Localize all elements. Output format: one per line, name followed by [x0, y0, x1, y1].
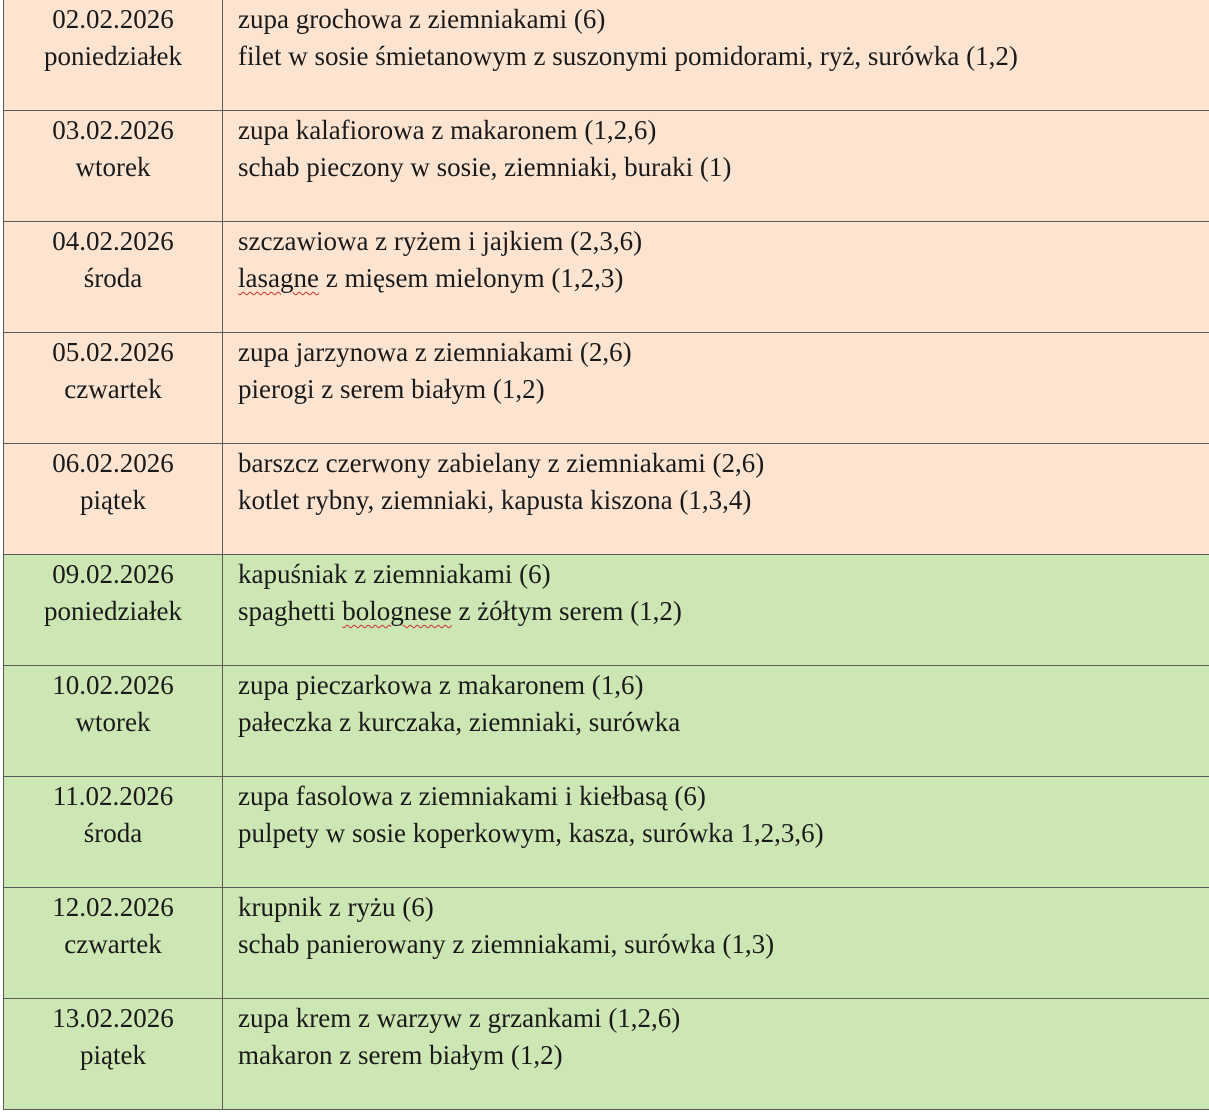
- date: 02.02.2026: [52, 4, 174, 34]
- meal-cell: zupa fasolowa z ziemniakami i kiełbasą (…: [222, 776, 1209, 888]
- menu-row: 05.02.2026 czwartek zupa jarzynowa z zie…: [3, 332, 1209, 444]
- soup: zupa krem z warzyw z grzankami (1,2,6): [238, 1003, 681, 1033]
- meal-cell: szczawiowa z ryżem i jajkiem (2,3,6) las…: [222, 221, 1209, 333]
- menu-row: 12.02.2026 czwartek krupnik z ryżu (6) s…: [3, 887, 1209, 999]
- weekday: czwartek: [64, 929, 162, 959]
- weekday: poniedziałek: [44, 41, 182, 71]
- date: 04.02.2026: [52, 226, 174, 256]
- soup: zupa kalafiorowa z makaronem (1,2,6): [238, 115, 657, 145]
- menu-row: 11.02.2026 środa zupa fasolowa z ziemnia…: [3, 776, 1209, 888]
- menu-row: 03.02.2026 wtorek zupa kalafiorowa z mak…: [3, 110, 1209, 222]
- weekday: piątek: [80, 1040, 146, 1070]
- date: 05.02.2026: [52, 337, 174, 367]
- weekday: środa: [83, 818, 143, 848]
- spellcheck-flagged-word[interactable]: bolognese: [342, 596, 452, 626]
- main-course-start: spaghetti: [238, 596, 343, 626]
- soup: krupnik z ryżu (6): [238, 892, 434, 922]
- weekday: środa: [83, 263, 143, 293]
- meal-cell: zupa jarzynowa z ziemniakami (2,6) piero…: [222, 332, 1209, 444]
- main-course: schab panierowany z ziemniakami, surówka…: [238, 929, 775, 959]
- date: 09.02.2026: [52, 559, 174, 589]
- main-course-rest: z żółtym serem (1,2): [451, 596, 682, 626]
- main-course: lasagne z mięsem mielonym (1,2,3): [238, 260, 1209, 297]
- main-course: pierogi z serem białym (1,2): [238, 374, 545, 404]
- main-course: spaghetti bolognese z żółtym serem (1,2): [238, 593, 1209, 630]
- date-cell: 05.02.2026 czwartek: [3, 332, 223, 444]
- weekday: poniedziałek: [44, 596, 182, 626]
- main-course: pulpety w sosie koperkowym, kasza, surów…: [238, 818, 824, 848]
- weekday: wtorek: [75, 707, 151, 737]
- menu-table: 02.02.2026 poniedziałek zupa grochowa z …: [3, 0, 1209, 1110]
- date-cell: 04.02.2026 środa: [3, 221, 223, 333]
- date-cell: 03.02.2026 wtorek: [3, 110, 223, 222]
- meal-cell: zupa pieczarkowa z makaronem (1,6) pałec…: [222, 665, 1209, 777]
- menu-row: 02.02.2026 poniedziałek zupa grochowa z …: [3, 0, 1209, 111]
- date-cell: 12.02.2026 czwartek: [3, 887, 223, 999]
- date-cell: 02.02.2026 poniedziałek: [3, 0, 223, 111]
- meal-cell: zupa krem z warzyw z grzankami (1,2,6) m…: [222, 998, 1209, 1110]
- date-cell: 10.02.2026 wtorek: [3, 665, 223, 777]
- menu-row: 13.02.2026 piątek zupa krem z warzyw z g…: [3, 998, 1209, 1110]
- meal-cell: krupnik z ryżu (6) schab panierowany z z…: [222, 887, 1209, 999]
- date: 11.02.2026: [52, 781, 174, 811]
- soup: zupa jarzynowa z ziemniakami (2,6): [238, 337, 632, 367]
- date: 03.02.2026: [52, 115, 174, 145]
- main-course: schab pieczony w sosie, ziemniaki, burak…: [238, 152, 732, 182]
- date-cell: 09.02.2026 poniedziałek: [3, 554, 223, 666]
- soup: kapuśniak z ziemniakami (6): [238, 559, 551, 589]
- menu-row: 10.02.2026 wtorek zupa pieczarkowa z mak…: [3, 665, 1209, 777]
- menu-row: 04.02.2026 środa szczawiowa z ryżem i ja…: [3, 221, 1209, 333]
- date-cell: 11.02.2026 środa: [3, 776, 223, 888]
- main-course: filet w sosie śmietanowym z suszonymi po…: [238, 41, 1018, 71]
- main-course-rest: z mięsem mielonym (1,2,3): [318, 263, 624, 293]
- weekday: piątek: [80, 485, 146, 515]
- main-course: kotlet rybny, ziemniaki, kapusta kiszona…: [238, 485, 752, 515]
- soup: zupa fasolowa z ziemniakami i kiełbasą (…: [238, 781, 706, 811]
- date: 12.02.2026: [52, 892, 174, 922]
- main-course: makaron z serem białym (1,2): [238, 1040, 563, 1070]
- date: 06.02.2026: [52, 448, 174, 478]
- meal-cell: zupa kalafiorowa z makaronem (1,2,6) sch…: [222, 110, 1209, 222]
- date: 13.02.2026: [52, 1003, 174, 1033]
- menu-row: 06.02.2026 piątek barszcz czerwony zabie…: [3, 443, 1209, 555]
- meal-cell: barszcz czerwony zabielany z ziemniakami…: [222, 443, 1209, 555]
- date-cell: 06.02.2026 piątek: [3, 443, 223, 555]
- date: 10.02.2026: [52, 670, 174, 700]
- main-course: pałeczka z kurczaka, ziemniaki, surówka: [238, 707, 681, 737]
- soup: zupa grochowa z ziemniakami (6): [238, 4, 606, 34]
- date-cell: 13.02.2026 piątek: [3, 998, 223, 1110]
- soup: zupa pieczarkowa z makaronem (1,6): [238, 670, 644, 700]
- weekday: wtorek: [75, 152, 151, 182]
- soup: barszcz czerwony zabielany z ziemniakami…: [238, 448, 765, 478]
- meal-cell: kapuśniak z ziemniakami (6) spaghetti bo…: [222, 554, 1209, 666]
- meal-cell: zupa grochowa z ziemniakami (6) filet w …: [222, 0, 1209, 111]
- spellcheck-flagged-word[interactable]: lasagne: [238, 263, 319, 293]
- menu-row: 09.02.2026 poniedziałek kapuśniak z ziem…: [3, 554, 1209, 666]
- soup: szczawiowa z ryżem i jajkiem (2,3,6): [238, 226, 643, 256]
- weekday: czwartek: [64, 374, 162, 404]
